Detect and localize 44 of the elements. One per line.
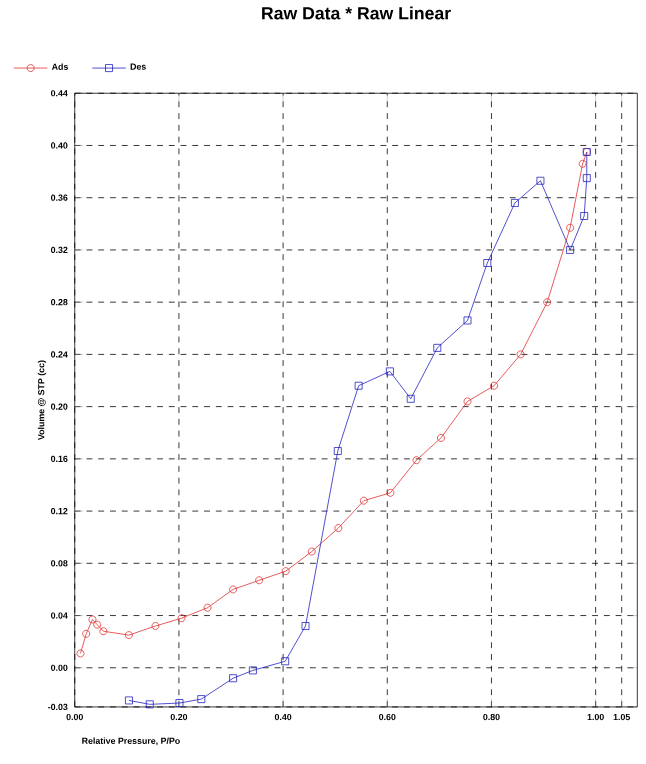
- point: [125, 696, 134, 705]
- point: [580, 212, 589, 220]
- point: [282, 567, 291, 576]
- point: [433, 343, 442, 352]
- point: [360, 496, 369, 505]
- point: [583, 174, 592, 183]
- point: [88, 615, 97, 624]
- point: [204, 603, 212, 612]
- point: [464, 316, 472, 325]
- point: [355, 381, 363, 390]
- point: [93, 620, 102, 629]
- point: [229, 585, 238, 594]
- chart-title: Raw Data * Raw Linear: [262, 6, 452, 20]
- point: [229, 674, 238, 683]
- point: [437, 434, 446, 442]
- point: [82, 629, 91, 638]
- point: [517, 350, 525, 359]
- point: [301, 622, 310, 630]
- point: [99, 627, 108, 636]
- point: [464, 397, 472, 406]
- point: [386, 367, 395, 376]
- point: [566, 223, 575, 232]
- point: [175, 699, 184, 707]
- point: [281, 657, 290, 666]
- point: [125, 631, 134, 640]
- point: [334, 524, 343, 532]
- point: [483, 259, 492, 267]
- point: [178, 614, 186, 623]
- point: [511, 199, 520, 207]
- point: [490, 381, 499, 390]
- point: [412, 456, 421, 465]
- point: [566, 246, 575, 254]
- point: [151, 622, 160, 630]
- point: [386, 488, 395, 497]
- point: [407, 394, 416, 403]
- point: [255, 576, 264, 585]
- point: [146, 700, 155, 709]
- point: [249, 666, 258, 675]
- point: [334, 447, 343, 455]
- point: [197, 695, 206, 704]
- point: [579, 159, 587, 168]
- point: [543, 298, 552, 307]
- point: [308, 547, 317, 556]
- point: [536, 176, 545, 185]
